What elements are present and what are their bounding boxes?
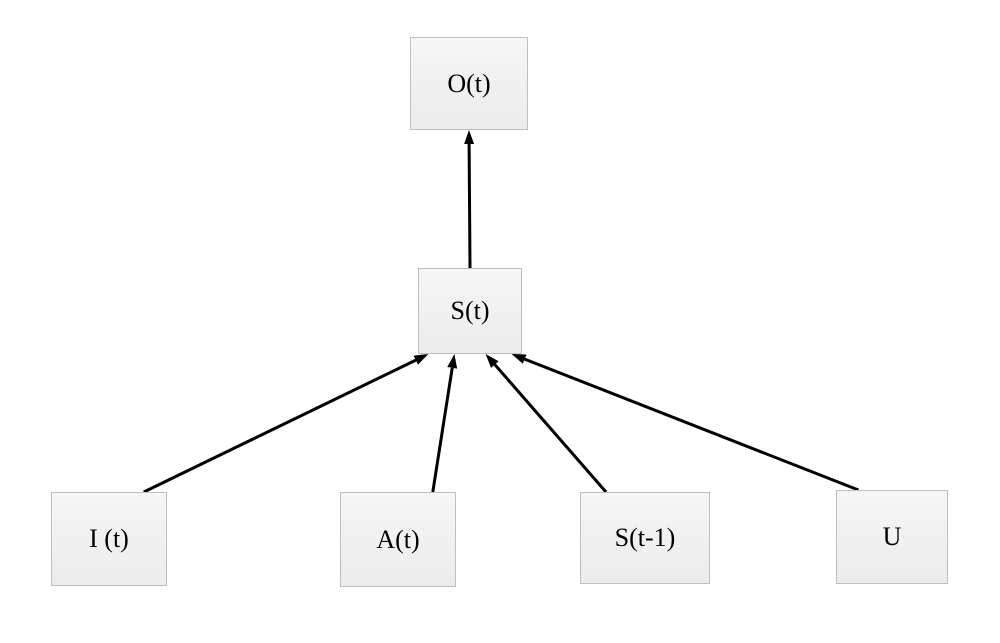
node-u: U bbox=[836, 490, 948, 584]
node-label: O(t) bbox=[447, 69, 490, 99]
node-label: S(t-1) bbox=[615, 523, 676, 553]
diagram-stage: O(t) S(t) I (t) A(t) S(t-1) U bbox=[0, 0, 1000, 643]
node-label: S(t) bbox=[451, 296, 490, 326]
node-label: U bbox=[883, 522, 902, 552]
node-label: I (t) bbox=[89, 524, 129, 554]
node-sm1: S(t-1) bbox=[580, 492, 710, 584]
node-i: I (t) bbox=[51, 492, 167, 586]
node-label: A(t) bbox=[376, 525, 419, 555]
node-a: A(t) bbox=[340, 492, 456, 587]
node-s: S(t) bbox=[418, 268, 522, 354]
node-o: O(t) bbox=[410, 37, 528, 130]
